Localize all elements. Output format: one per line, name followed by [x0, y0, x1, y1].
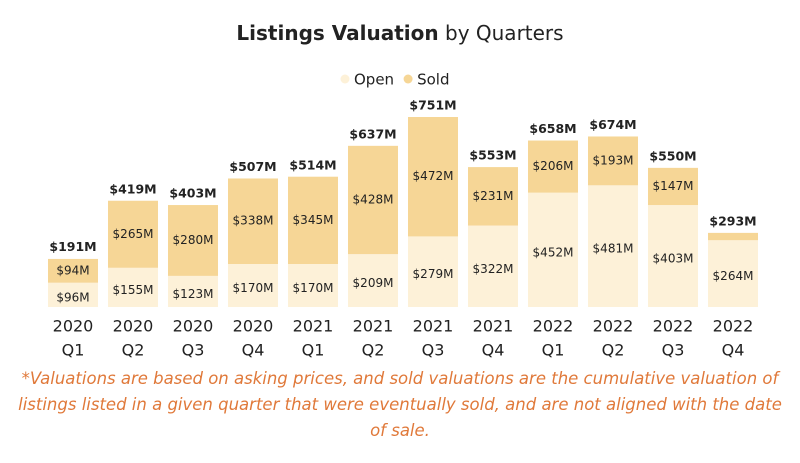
x-tick-label: 2021	[293, 317, 334, 336]
x-tick-label: 2021	[473, 317, 514, 336]
total-label: $637M	[349, 126, 396, 141]
chart-title: Listings Valuation by Quarters	[236, 21, 563, 45]
bar-segment	[288, 176, 338, 264]
total-label: $674M	[589, 117, 636, 132]
total-label: $514M	[289, 157, 336, 172]
total-label: $191M	[49, 239, 96, 254]
bar-segment	[468, 225, 518, 307]
value-label: $322M	[473, 262, 514, 276]
x-tick-label: Q3	[422, 341, 445, 360]
value-label: $481M	[593, 242, 634, 256]
value-label: $193M	[593, 153, 634, 167]
value-label: $209M	[353, 276, 394, 290]
bar-segment	[348, 254, 398, 307]
value-label: $403M	[653, 252, 694, 266]
value-label: $147M	[653, 179, 694, 193]
total-label: $751M	[409, 98, 456, 113]
x-tick-label: 2021	[353, 317, 394, 336]
value-label: $170M	[233, 281, 274, 295]
x-tick-label: Q2	[602, 341, 625, 360]
value-label: $428M	[353, 192, 394, 206]
x-tick-label: 2022	[533, 317, 574, 336]
value-label: $338M	[233, 214, 274, 228]
legend-swatch	[403, 74, 413, 84]
bar-segment	[588, 136, 638, 186]
value-label: $155M	[113, 283, 154, 297]
value-label: $170M	[293, 281, 334, 295]
x-tick-label: Q2	[122, 341, 145, 360]
total-label: $419M	[109, 181, 156, 196]
value-label: $452M	[533, 245, 574, 259]
bar-segment	[288, 263, 338, 307]
value-label: $280M	[173, 233, 214, 247]
x-tick-label: 2022	[653, 317, 694, 336]
bar-segment	[108, 267, 158, 307]
bar-segment	[48, 258, 98, 283]
x-tick-label: 2020	[113, 317, 154, 336]
total-label: $658M	[529, 121, 576, 136]
x-tick-label: 2020	[233, 317, 274, 336]
x-tick-label: Q4	[722, 341, 745, 360]
total-label: $403M	[169, 186, 216, 201]
x-tick-label: Q3	[662, 341, 685, 360]
legend-label: Open	[354, 71, 394, 89]
bar-segment	[168, 275, 218, 307]
value-label: $94M	[56, 263, 89, 277]
legend-label: Sold	[417, 71, 449, 89]
value-label: $96M	[56, 290, 89, 304]
total-label: $553M	[469, 148, 516, 163]
value-label: $345M	[293, 213, 334, 227]
x-tick-label: Q1	[542, 341, 565, 360]
x-tick-label: Q1	[302, 341, 325, 360]
bar-segment	[168, 205, 218, 276]
value-label: $279M	[413, 267, 454, 281]
footnote: *Valuations are based on asking prices, …	[18, 369, 782, 440]
bar-segment	[528, 192, 578, 307]
bar-segment	[468, 167, 518, 226]
x-tick-label: 2020	[53, 317, 94, 336]
title-bold: Listings Valuation	[236, 21, 438, 45]
bar-segment	[408, 236, 458, 307]
x-tick-label: Q3	[182, 341, 205, 360]
value-label: $264M	[713, 269, 754, 283]
bar-segment	[708, 240, 758, 307]
bar-segment	[348, 145, 398, 255]
x-tick-label: 2020	[173, 317, 214, 336]
x-tick-label: Q2	[362, 341, 385, 360]
bar-segment	[648, 205, 698, 307]
value-label: $123M	[173, 287, 214, 301]
value-label: $265M	[113, 227, 154, 241]
bar-segment	[528, 140, 578, 193]
bar-segment	[48, 282, 98, 307]
bar-segment	[228, 263, 278, 307]
bar-segment	[108, 200, 158, 268]
x-tick-label: Q4	[242, 341, 265, 360]
legend-swatch	[340, 74, 350, 84]
total-label: $550M	[649, 148, 696, 163]
value-label: $206M	[533, 159, 574, 173]
bar-segment	[708, 232, 758, 241]
total-label: $507M	[229, 159, 276, 174]
x-tick-label: 2022	[593, 317, 634, 336]
value-label: $231M	[473, 189, 514, 203]
x-tick-label: Q1	[62, 341, 85, 360]
total-label: $293M	[709, 213, 756, 228]
bar-segment	[588, 185, 638, 307]
x-tick-label: Q4	[482, 341, 505, 360]
x-tick-label: 2022	[713, 317, 754, 336]
x-tick-label: 2021	[413, 317, 454, 336]
bar-segment	[408, 117, 458, 237]
bar-segment	[648, 167, 698, 206]
title-rest: by Quarters	[445, 21, 564, 45]
bar-segment	[228, 178, 278, 264]
value-label: $472M	[413, 169, 454, 183]
